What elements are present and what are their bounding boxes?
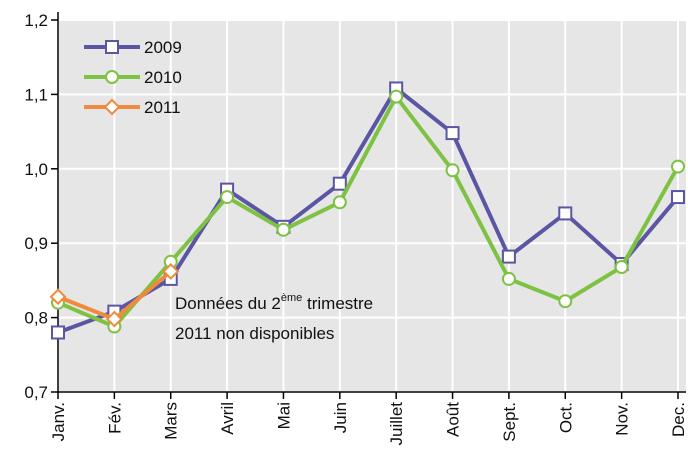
x-tick-label: Août (444, 402, 463, 437)
x-tick-label: Janv. (49, 402, 68, 441)
marker (558, 206, 573, 221)
x-tick-label: Juillet (387, 402, 406, 446)
x-tick-label: Dec. (669, 402, 688, 437)
y-tick-label: 1,1 (24, 85, 48, 104)
annotation-part: Données du 2 (175, 294, 281, 313)
y-tick-label: 0,7 (24, 383, 48, 402)
marker (614, 260, 629, 275)
plot-background (58, 20, 686, 392)
marker (51, 325, 65, 340)
annotation: Données du 2ème trimestre (175, 292, 373, 313)
legend-marker (103, 98, 121, 116)
marker (558, 294, 573, 309)
marker (501, 271, 516, 286)
x-tick-label: Oct. (556, 402, 575, 433)
series-line (57, 86, 680, 335)
marker (332, 176, 347, 191)
y-tick-label: 1,0 (24, 160, 48, 179)
marker (445, 163, 460, 178)
x-tick-label: Fév. (105, 402, 124, 434)
marker (501, 249, 516, 264)
marker (671, 190, 685, 205)
series-line (57, 94, 680, 329)
legend-label: 2010 (144, 68, 182, 87)
x-tick-label: Mai (274, 402, 293, 429)
marker (671, 159, 685, 174)
x-tick-label: Nov. (613, 402, 632, 436)
y-tick-label: 0,9 (24, 234, 48, 253)
marker (445, 126, 460, 141)
legend-label: 2011 (144, 98, 181, 117)
marker (220, 190, 235, 205)
x-tick-label: Avril (218, 402, 237, 435)
annotation: 2011 non disponibles (175, 324, 334, 343)
legend-label: 2009 (144, 38, 182, 57)
x-tick-label: Mars (162, 402, 181, 440)
marker (389, 89, 404, 104)
annotation-part: trimestre (302, 294, 373, 313)
x-tick-label: Sept. (500, 402, 519, 442)
y-tick-label: 0,8 (24, 309, 48, 328)
legend-marker (105, 70, 119, 84)
y-tick-label: 1,2 (24, 11, 48, 30)
legend-marker (105, 40, 119, 54)
marker (162, 263, 180, 280)
x-tick-label: Juin (331, 402, 350, 433)
marker (105, 310, 123, 328)
annotation-superscript: ème (281, 292, 302, 304)
marker (49, 288, 67, 306)
marker (276, 222, 291, 237)
marker (332, 195, 347, 210)
